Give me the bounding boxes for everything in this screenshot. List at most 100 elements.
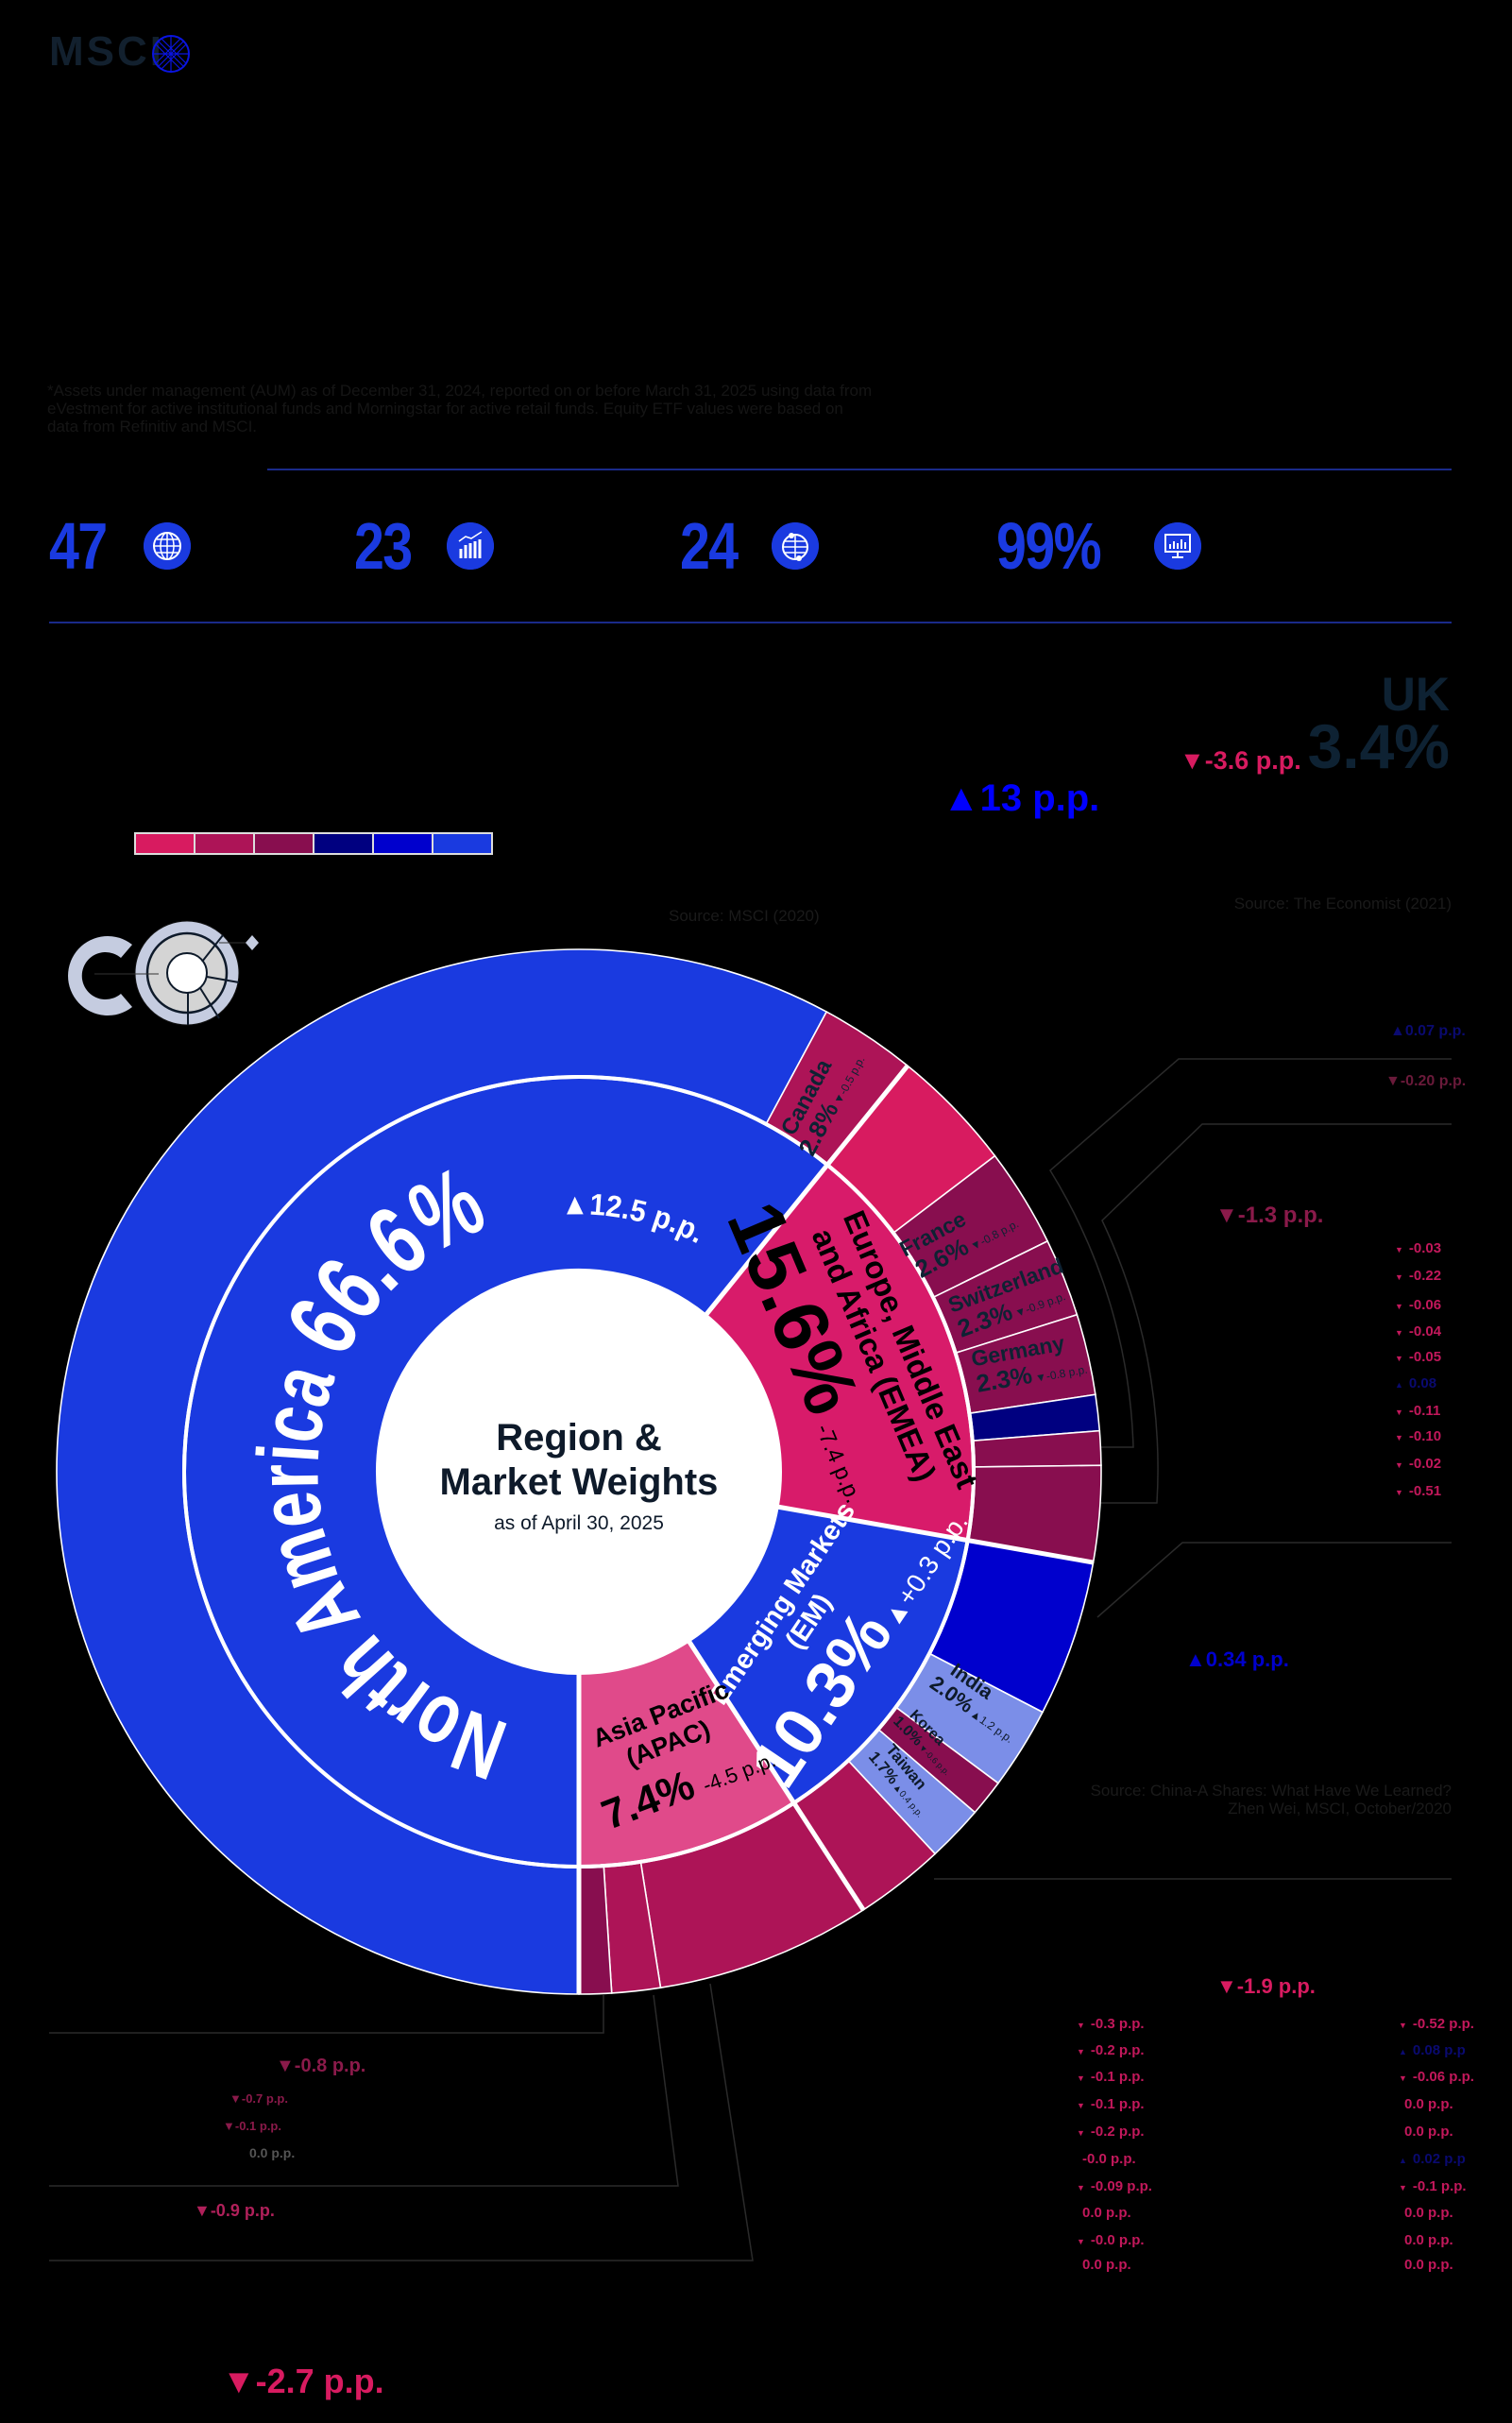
change-value: -0.02 (1408, 1456, 1442, 1472)
divider (49, 622, 1452, 623)
triangle-up-icon: ▲ (1399, 2047, 1407, 2056)
color-legend (134, 832, 493, 855)
change-list-item: 0.0 p.p. (1399, 2096, 1453, 2112)
change-list-item: ▼ -0.1 p.p. (1077, 2096, 1145, 2112)
chart-logo-mark (68, 920, 259, 1026)
uk-change: ▼-3.6 p.p. (1180, 746, 1301, 775)
aum-footnote: *Assets under management (AUM) as of Dec… (47, 382, 873, 435)
change-list-item: ▼ -0.3 p.p. (1077, 2016, 1145, 2032)
change-value: -0.03 (1408, 1240, 1442, 1256)
globe-location-icon (772, 522, 819, 570)
triangle-down-icon: ▼ (1395, 1460, 1403, 1470)
emea-total-change: ▼-1.3 p.p. (1215, 1203, 1324, 1228)
apac-change-a: ▼-0.8 p.p. (276, 2056, 366, 2076)
change-value: -0.04 (1408, 1323, 1442, 1339)
stat-value: 23 (354, 509, 413, 583)
triangle-down-icon: ▼ (1399, 2073, 1407, 2083)
chart-title-line2: Market Weights (440, 1461, 719, 1503)
change-list-item: ▼ -0.02 (1395, 1456, 1441, 1472)
change-value: -0.3 p.p. (1090, 2016, 1145, 2032)
change-value: 0.02 p.p (1412, 2151, 1466, 2167)
triangle-down-icon: ▼ (1077, 2073, 1085, 2083)
change-list-item: ▼ -0.03 (1395, 1240, 1441, 1256)
center-hole (378, 1271, 780, 1673)
legend-swatch (374, 834, 433, 853)
legend-swatch (314, 834, 374, 853)
apac-total-change: ▼-2.7 p.p. (222, 2362, 384, 2400)
stat-value: 99% (996, 509, 1102, 583)
triangle-down-icon: ▼ (1077, 2021, 1085, 2030)
change-value: -0.09 p.p. (1090, 2178, 1152, 2194)
change-value: 0.0 p.p. (1404, 2232, 1453, 2248)
change-list-item: 0.0 p.p. (1077, 2257, 1131, 2273)
change-list-item: ▼ -0.05 (1395, 1349, 1441, 1365)
triangle-down-icon: ▼ (1395, 1302, 1403, 1311)
legend-swatch (255, 834, 314, 853)
source-china-a-line2: Zhen Wei, MSCI, October/2020 (1228, 1800, 1452, 1817)
apac-change-b: ▼-0.7 p.p. (229, 2091, 288, 2106)
change-list-item: 0.0 p.p. (1077, 2205, 1131, 2221)
triangle-down-icon: ▼ (1395, 1245, 1403, 1254)
apac-change-c: ▼-0.1 p.p. (223, 2119, 281, 2133)
change-list-item: ▼ -0.06 (1395, 1297, 1441, 1313)
change-value: -0.1 p.p. (1090, 2096, 1145, 2112)
change-0-20: ▼-0.20 p.p. (1385, 1073, 1467, 1089)
change-value: 0.0 p.p. (1404, 2205, 1453, 2221)
change-list-item: ▲ 0.02 p.p (1399, 2151, 1466, 2167)
source-economist: Source: The Economist (2021) (1233, 895, 1452, 913)
change-value: 0.08 (1408, 1375, 1437, 1391)
change-value: -0.0 p.p. (1090, 2232, 1145, 2248)
chart-title-line1: Region & (496, 1417, 662, 1459)
triangle-down-icon: ▼ (1077, 2128, 1085, 2138)
change-value: -0.11 (1408, 1403, 1441, 1419)
globe-network-icon (144, 522, 191, 570)
change-value: 0.0 p.p. (1404, 2124, 1453, 2140)
change-list-item: ▲ 0.08 p.p (1399, 2042, 1466, 2058)
source-msci: Source: MSCI (2020) (669, 907, 820, 925)
change-list-item: 0.0 p.p. (1399, 2232, 1453, 2248)
change-value: -0.0 p.p. (1082, 2151, 1136, 2167)
triangle-down-icon: ▼ (1077, 2237, 1085, 2246)
apac-change-e: ▼-0.9 p.p. (194, 2201, 275, 2220)
change-value: -0.06 p.p. (1412, 2069, 1474, 2085)
legend-swatch (433, 834, 491, 853)
stat-value: 24 (680, 509, 739, 583)
triangle-down-icon: ▼ (1077, 2101, 1085, 2110)
change-callout: ▲13 p.p. (943, 777, 1100, 819)
source-china-a-line1: Source: China-A Shares: What Have We Lea… (1090, 1782, 1452, 1800)
triangle-down-icon: ▼ (1395, 1488, 1403, 1497)
triangle-up-icon: ▲ (1395, 1380, 1403, 1390)
triangle-down-icon: ▼ (1395, 1433, 1403, 1442)
change-list-item: -0.0 p.p. (1077, 2151, 1136, 2167)
change-list-item: 0.0 p.p. (1399, 2124, 1453, 2140)
legend-swatch (195, 834, 255, 853)
change-value: 0.08 p.p (1412, 2042, 1466, 2058)
region-separator (686, 1639, 866, 1912)
change-value: -0.05 (1408, 1349, 1442, 1365)
change-value: -0.1 p.p. (1412, 2178, 1467, 2194)
change-list-item: 0.0 p.p. (1399, 2205, 1453, 2221)
connector-lines (49, 1058, 1452, 2261)
change-list-item: 0.0 p.p. (1399, 2257, 1453, 2273)
ring-divider (182, 1075, 976, 1868)
stat-24: 24 (680, 509, 819, 583)
change-value: 0.0 p.p. (1404, 2257, 1453, 2273)
triangle-down-icon: ▼ (1395, 1272, 1403, 1282)
bar-chart-growth-icon (447, 522, 494, 570)
divider (267, 469, 1452, 470)
change-list-item: ▼ -0.22 (1395, 1268, 1441, 1284)
region-separator (776, 1504, 1095, 1565)
change-list-item: ▼ -0.2 p.p. (1077, 2042, 1145, 2058)
triangle-down-icon: ▼ (1399, 2021, 1407, 2030)
change-value: 0.0 p.p. (1082, 2205, 1131, 2221)
change-list-item: ▼ -0.06 p.p. (1399, 2069, 1474, 2085)
change-list-item: ▼ -0.04 (1395, 1323, 1441, 1339)
change-value: -0.2 p.p. (1090, 2124, 1145, 2140)
stat-23: 23 (354, 509, 494, 583)
change-value: -0.52 p.p. (1412, 2016, 1474, 2032)
uk-label: UK (1381, 668, 1450, 721)
change-0-07: ▲0.07 p.p. (1390, 1023, 1466, 1039)
stat-47: 47 (49, 509, 191, 583)
